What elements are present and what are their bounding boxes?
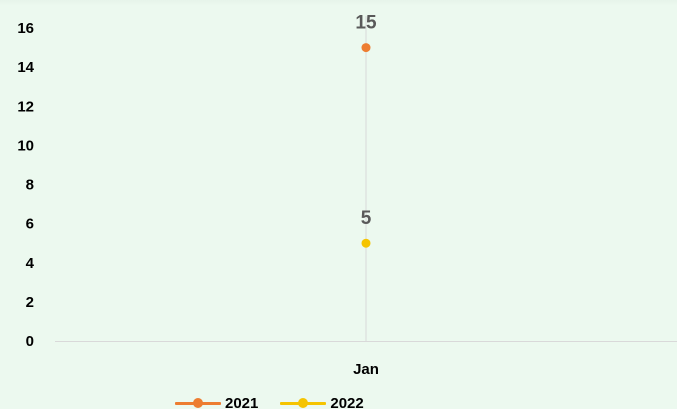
legend-item-2021: 2021 bbox=[175, 395, 258, 412]
series-layer: 15 5 bbox=[355, 13, 377, 248]
legend-marker-2022 bbox=[280, 397, 327, 409]
x-tick-label: Jan bbox=[353, 361, 379, 378]
data-point bbox=[361, 43, 371, 53]
data-point bbox=[361, 238, 371, 248]
data-label: 15 bbox=[355, 13, 377, 34]
y-tick-label: 16 bbox=[17, 20, 34, 37]
y-axis: 0 2 4 6 8 10 12 14 16 bbox=[17, 20, 34, 350]
x-axis: Jan bbox=[55, 16, 677, 378]
y-tick-label: 10 bbox=[17, 137, 34, 154]
legend-marker-2021 bbox=[175, 397, 221, 409]
data-label: 5 bbox=[361, 208, 372, 229]
series-2022: 5 bbox=[361, 208, 372, 248]
legend-item-2022: 2022 bbox=[280, 394, 364, 412]
y-tick-label: 6 bbox=[26, 216, 34, 233]
y-tick-label: 14 bbox=[17, 59, 34, 76]
chart-top-strip bbox=[0, 0, 677, 6]
legend-label-2021: 2021 bbox=[225, 394, 259, 412]
legend: 2021 2022 bbox=[175, 393, 364, 413]
y-tick-label: 4 bbox=[26, 255, 35, 272]
series-2021: 15 bbox=[355, 13, 377, 53]
y-tick-label: 0 bbox=[26, 333, 34, 350]
y-tick-label: 12 bbox=[17, 98, 34, 115]
y-tick-label: 2 bbox=[26, 294, 34, 311]
y-tick-label: 8 bbox=[26, 177, 34, 194]
legend-label-2022: 2022 bbox=[330, 394, 364, 412]
